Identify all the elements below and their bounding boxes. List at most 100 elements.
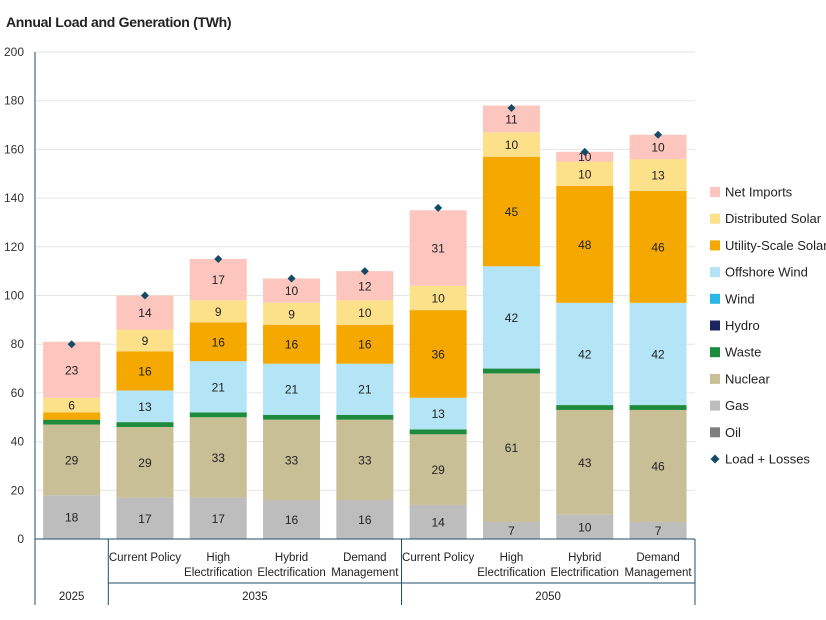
data-label-offshore-wind: 13 <box>138 400 152 414</box>
data-label-offshore-wind: 42 <box>505 311 519 325</box>
legend-label-utility-scale-solar: Utility-Scale Solar <box>725 238 826 253</box>
category-label: Current Policy <box>402 552 474 564</box>
group-label: 2035 <box>242 591 268 603</box>
y-tick-label: 40 <box>11 435 25 449</box>
bar-segment-waste <box>556 405 614 410</box>
load-losses-marker <box>654 130 663 139</box>
bar-segment-utility-scale-solar <box>336 324 394 364</box>
data-label-nuclear: 33 <box>358 453 372 467</box>
data-label-distributed-solar: 9 <box>288 307 295 321</box>
data-label-offshore-wind: 42 <box>651 347 665 361</box>
bar-segment-offshore-wind <box>482 266 540 369</box>
bar-segment-net-imports <box>116 295 174 330</box>
data-label-utility-scale-solar: 45 <box>505 205 519 219</box>
bar-segment-distributed-solar <box>336 300 394 325</box>
data-label-nuclear: 33 <box>212 451 226 465</box>
bar-segment-distributed-solar <box>556 161 614 186</box>
load-losses-marker <box>214 254 223 263</box>
bar-segment-nuclear <box>629 409 687 522</box>
data-label-gas: 16 <box>285 513 299 527</box>
y-tick-label: 100 <box>4 289 24 303</box>
category-label: High <box>500 552 524 564</box>
y-tick-label: 180 <box>4 94 24 108</box>
data-label-nuclear: 61 <box>505 441 519 455</box>
data-label-utility-scale-solar: 16 <box>285 338 299 352</box>
bar-segment-gas <box>482 521 540 539</box>
data-label-nuclear: 29 <box>138 456 152 470</box>
data-label-gas: 7 <box>655 524 662 538</box>
y-tick-label: 200 <box>4 45 24 59</box>
data-label-gas: 10 <box>578 520 592 534</box>
bar-segment-offshore-wind <box>336 363 394 415</box>
y-tick-label: 60 <box>11 386 25 400</box>
data-label-distributed-solar: 9 <box>215 305 222 319</box>
legend-label-oil: Oil <box>725 425 741 440</box>
data-label-gas: 14 <box>431 515 445 529</box>
bar-segment-gas <box>43 495 101 539</box>
data-label-net-imports: 10 <box>651 140 665 154</box>
group-label: 2025 <box>59 591 85 603</box>
legend-swatch-utility-scale-solar <box>710 240 720 251</box>
legend: Net Imports Distributed Solar Utility-Scal… <box>710 185 826 467</box>
category-label: Hybrid <box>275 552 308 564</box>
bar-segment-gas <box>629 521 687 539</box>
data-label-nuclear: 43 <box>578 456 592 470</box>
legend-swatch-hydro <box>710 320 720 331</box>
legend-swatch-wind <box>710 293 720 304</box>
data-label-offshore-wind: 21 <box>212 380 226 394</box>
category-label: Electrification <box>257 567 325 579</box>
data-label-gas: 17 <box>138 512 152 526</box>
category-label: Current Policy <box>109 552 181 564</box>
data-label-distributed-solar: 10 <box>505 138 519 152</box>
legend-label-load-losses: Load + Losses <box>725 452 810 467</box>
data-label-distributed-solar: 6 <box>68 399 75 413</box>
bar-segment-nuclear <box>263 419 321 501</box>
category-label: Electrification <box>551 567 619 579</box>
category-label: Demand <box>343 552 386 564</box>
load-losses-marker <box>580 147 589 156</box>
group-label: 2050 <box>535 591 561 603</box>
bar-segment-waste <box>629 405 687 410</box>
bar-segment-nuclear <box>482 373 540 522</box>
bar-segment-distributed-solar <box>43 397 101 413</box>
load-losses-marker <box>434 203 443 212</box>
category-label: High <box>206 552 230 564</box>
bar-segment-net-imports <box>263 278 321 303</box>
data-label-net-imports: 12 <box>358 279 372 293</box>
data-label-offshore-wind: 21 <box>358 383 372 397</box>
legend-label-distributed-solar: Distributed Solar <box>725 211 822 226</box>
data-label-gas: 17 <box>212 512 226 526</box>
data-label-gas: 18 <box>65 511 79 525</box>
data-label-net-imports: 10 <box>285 284 299 298</box>
data-label-gas: 7 <box>508 524 515 538</box>
legend-label-waste: Waste <box>725 345 761 360</box>
legend-label-net-imports: Net Imports <box>725 185 793 200</box>
data-label-utility-scale-solar: 48 <box>578 238 592 252</box>
data-label-offshore-wind: 13 <box>431 407 445 421</box>
load-losses-marker <box>287 274 296 283</box>
legend-swatch-distributed-solar <box>710 213 720 224</box>
legend-swatch-nuclear <box>710 373 720 384</box>
data-label-net-imports: 10 <box>578 150 592 164</box>
bar-segment-waste <box>43 419 101 425</box>
bar-segment-offshore-wind <box>116 390 174 423</box>
bar-segment-utility-scale-solar <box>263 324 321 364</box>
data-labels: 18 29 6 23 17 29 13 16 9 14 17 33 21 16 9 17 16 33 21 16 9 10… <box>65 112 665 538</box>
data-label-distributed-solar: 10 <box>578 167 592 181</box>
category-axis: 2025 2035 2050 Current Policy High Electrific… <box>34 538 696 605</box>
legend-swatch-net-imports <box>710 187 720 197</box>
data-label-nuclear: 29 <box>431 463 445 477</box>
bar-segment-offshore-wind <box>263 363 321 415</box>
bar-segment-gas <box>409 504 467 539</box>
bar-segment-utility-scale-solar <box>409 310 467 398</box>
bar-segment-distributed-solar <box>629 159 687 191</box>
legend-swatch-oil <box>710 427 720 438</box>
data-label-net-imports: 14 <box>138 306 152 320</box>
y-tick-label: 80 <box>11 337 25 351</box>
legend-label-gas: Gas <box>725 398 749 413</box>
bar-segment-utility-scale-solar <box>629 190 687 303</box>
legend-swatch-waste <box>710 347 720 358</box>
load-markers <box>67 104 663 349</box>
bar-segment-gas <box>263 500 321 539</box>
